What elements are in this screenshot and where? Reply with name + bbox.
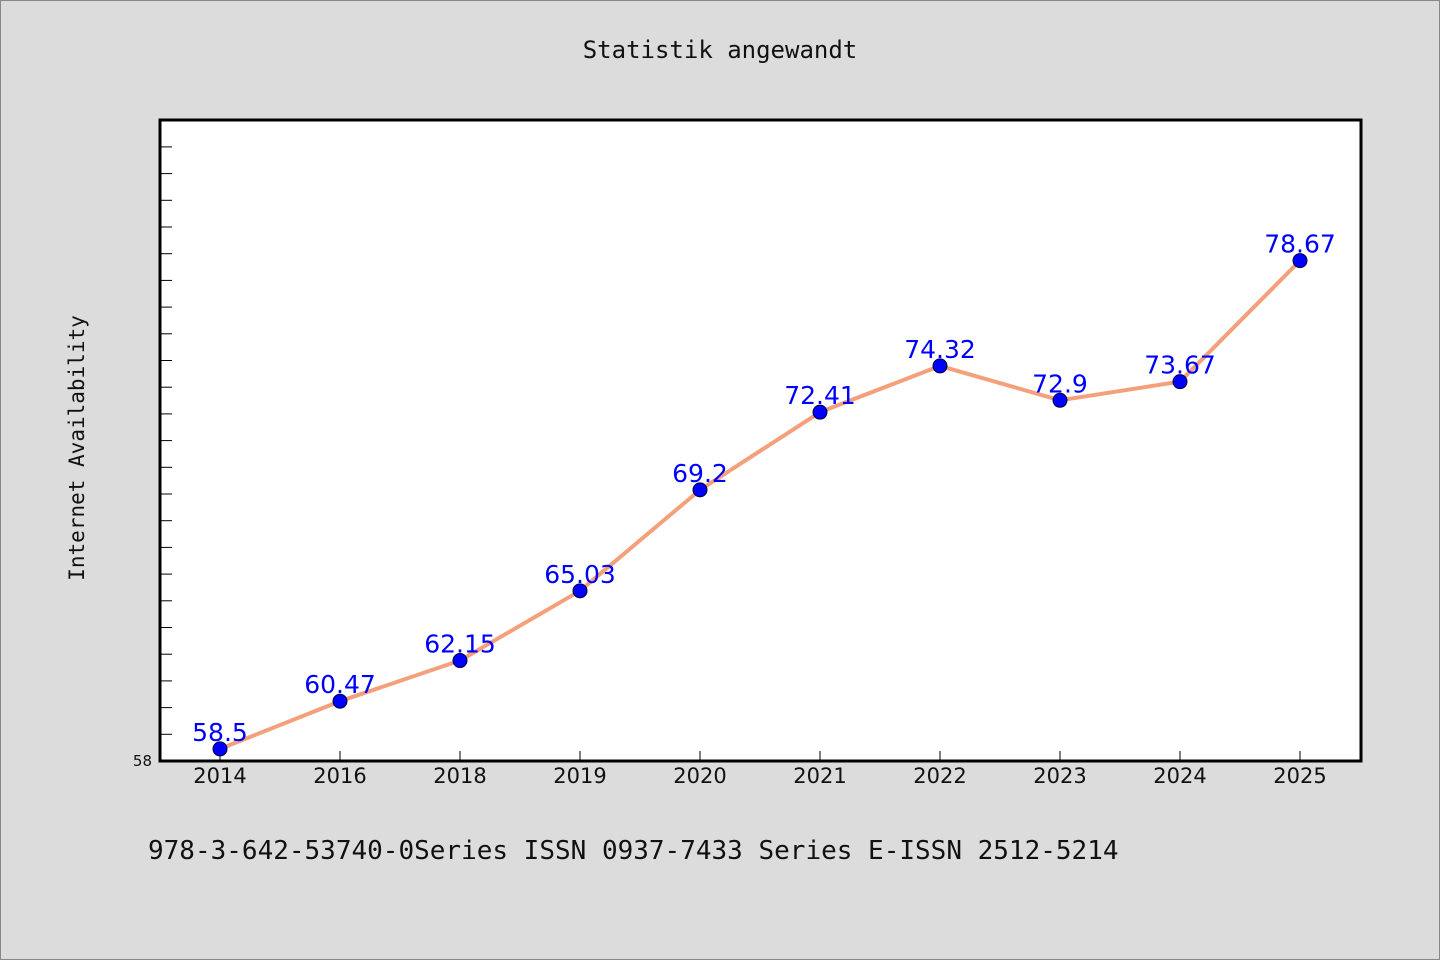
x-tick-label: 2024 bbox=[1153, 764, 1206, 788]
chart-title: Statistik angewandt bbox=[582, 36, 858, 64]
data-point bbox=[452, 653, 468, 669]
data-label: 69.2 bbox=[672, 459, 728, 488]
data-point bbox=[212, 741, 228, 757]
data-point bbox=[932, 358, 948, 374]
data-label: 73.67 bbox=[1144, 351, 1216, 380]
x-tick-label: 2021 bbox=[793, 764, 846, 788]
data-label: 78.67 bbox=[1264, 230, 1336, 259]
data-label: 72.9 bbox=[1032, 369, 1088, 398]
data-label: 62.15 bbox=[424, 630, 496, 659]
x-tick-label: 2018 bbox=[433, 764, 486, 788]
data-point bbox=[812, 404, 828, 420]
series-line bbox=[219, 259, 1302, 751]
data-label: 65.03 bbox=[544, 560, 616, 589]
data-label: 74.32 bbox=[904, 335, 976, 364]
data-point bbox=[1172, 374, 1188, 390]
data-label: 60.47 bbox=[304, 670, 376, 699]
data-label: 58.5 bbox=[192, 718, 248, 747]
data-point bbox=[1052, 392, 1068, 408]
x-tick-label: 2020 bbox=[673, 764, 726, 788]
x-tick-label: 2014 bbox=[193, 764, 246, 788]
x-tick-label: 2016 bbox=[313, 764, 366, 788]
data-point bbox=[572, 583, 588, 599]
x-tick-label: 2023 bbox=[1033, 764, 1086, 788]
data-label: 72.41 bbox=[784, 381, 856, 410]
x-tick-label: 2022 bbox=[913, 764, 966, 788]
x-tick-label: 2019 bbox=[553, 764, 606, 788]
plot-area bbox=[158, 118, 1363, 763]
footer-isbn-text: 978-3-642-53740-0Series ISSN 0937-7433 S… bbox=[148, 836, 1119, 866]
y-tick-label: 58 bbox=[133, 752, 152, 770]
data-point bbox=[692, 482, 708, 498]
data-point bbox=[1292, 253, 1308, 269]
data-point bbox=[332, 693, 348, 709]
x-tick-label: 2025 bbox=[1273, 764, 1326, 788]
